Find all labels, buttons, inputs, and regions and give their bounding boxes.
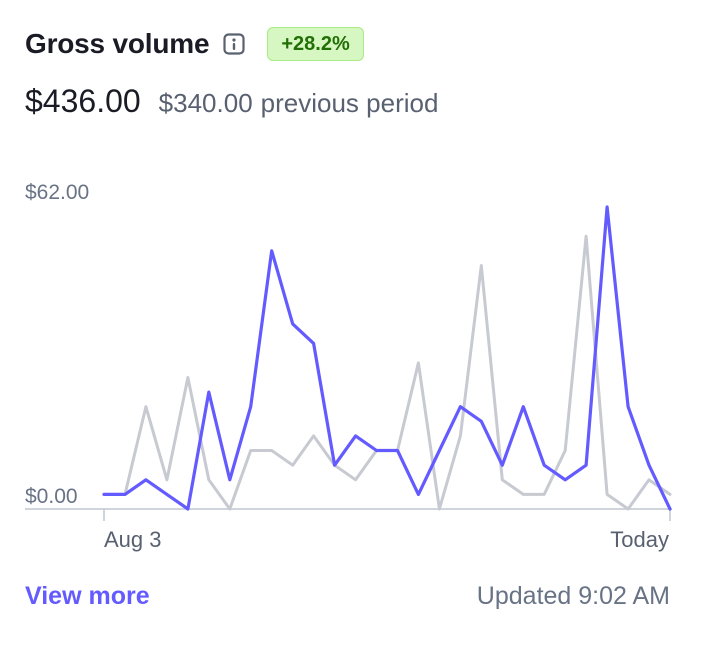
updated-timestamp: Updated 9:02 AM: [476, 582, 670, 610]
previous-series-line: [102, 234, 672, 511]
x-tick-label: Today: [610, 527, 669, 552]
current-series-line: [102, 205, 672, 511]
change-badge: +28.2%: [267, 27, 364, 61]
y-tick-label: $0.00: [25, 485, 78, 508]
current-value: $436.00: [25, 83, 141, 119]
info-icon[interactable]: [223, 33, 245, 55]
x-tick-label: Aug 3: [104, 527, 162, 552]
previous-value: $340.00: [158, 88, 253, 118]
summary-row: $436.00 $340.00 previous period: [25, 83, 438, 120]
y-tick-label: $62.00: [25, 181, 89, 204]
chart-title: Gross volume: [25, 28, 210, 59]
chart-header: Gross volume +28.2%: [25, 24, 364, 64]
view-more-link[interactable]: View more: [25, 582, 150, 610]
previous-label: previous period: [260, 88, 439, 118]
line-chart: Aug 3 Today $62.00 $0.00: [25, 181, 672, 552]
